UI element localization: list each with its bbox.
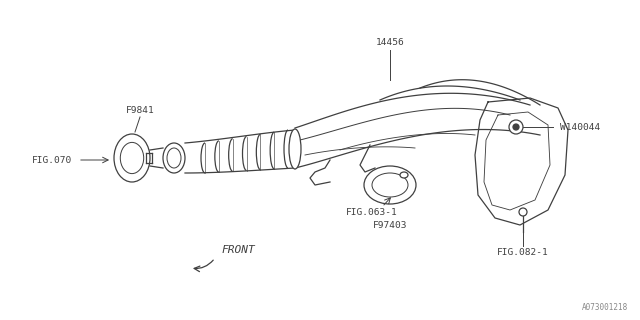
Ellipse shape [372,173,408,197]
Text: FIG.070: FIG.070 [32,156,72,164]
Text: FRONT: FRONT [222,245,256,255]
Ellipse shape [163,143,185,173]
Text: FIG.082-1: FIG.082-1 [497,247,549,257]
Text: 14456: 14456 [376,37,404,46]
Text: F97403: F97403 [372,220,407,229]
Ellipse shape [120,142,144,173]
Ellipse shape [400,172,408,178]
Ellipse shape [114,134,150,182]
Text: A073001218: A073001218 [582,303,628,312]
Circle shape [513,124,519,130]
Circle shape [519,208,527,216]
Ellipse shape [167,148,181,168]
Text: F9841: F9841 [125,106,154,115]
Ellipse shape [289,129,301,169]
Ellipse shape [364,166,416,204]
Text: W140044: W140044 [560,123,600,132]
Circle shape [509,120,523,134]
Text: FIG.063-1: FIG.063-1 [346,207,398,217]
